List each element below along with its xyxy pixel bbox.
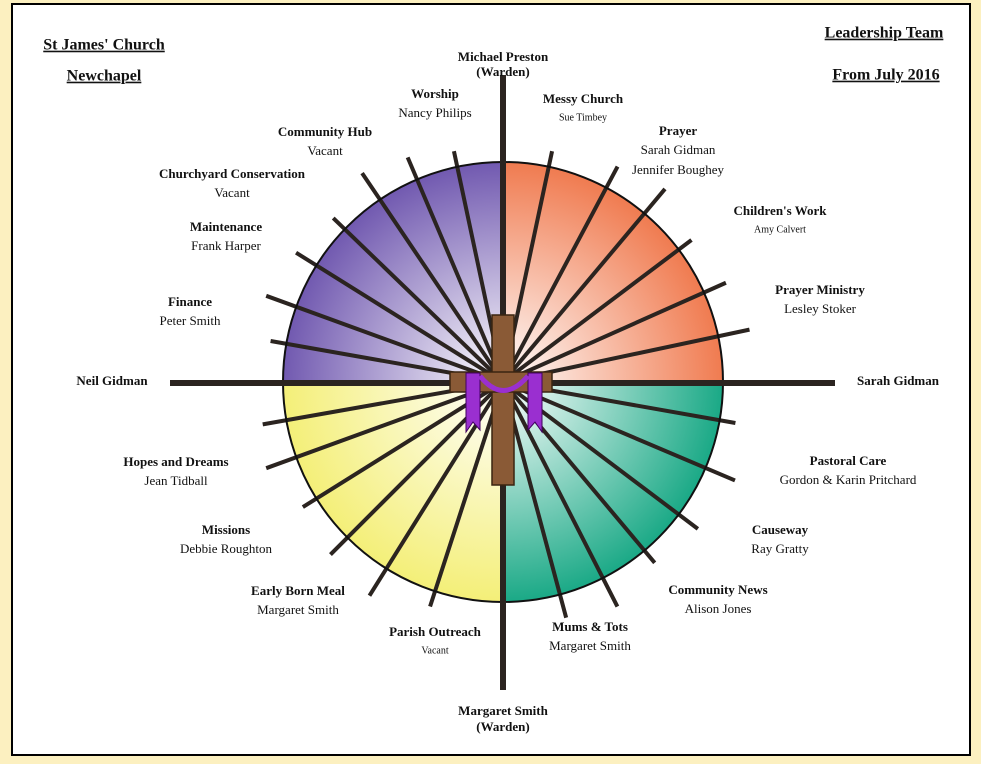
node-name: Peter Smith xyxy=(159,313,221,328)
node-title: Churchyard Conservation xyxy=(159,166,306,181)
axis-label: (Warden) xyxy=(476,64,529,79)
node-name: Amy Calvert xyxy=(754,224,806,235)
node-name: Lesley Stoker xyxy=(784,301,857,316)
node-title: Community Hub xyxy=(278,124,372,139)
axis-label: Sarah Gidman xyxy=(857,373,940,388)
node-name: Frank Harper xyxy=(191,238,261,253)
node-name: Vacant xyxy=(421,645,448,656)
node-title: Mums & Tots xyxy=(552,619,628,634)
node-name: Sarah Gidman xyxy=(641,142,716,157)
axis-label: Neil Gidman xyxy=(76,373,148,388)
node-name: Debbie Roughton xyxy=(180,541,273,556)
node-name: Vacant xyxy=(214,185,250,200)
node-name: Sue Timbey xyxy=(559,112,607,123)
node-title: Prayer xyxy=(659,123,697,138)
node-title: Causeway xyxy=(752,522,809,537)
cross-post xyxy=(492,315,514,485)
node-name: Margaret Smith xyxy=(257,602,339,617)
node-name: Gordon & Karin Pritchard xyxy=(780,472,917,487)
diagram: St James' Church Newchapel Leadership Te… xyxy=(0,0,981,764)
node-title: Prayer Ministry xyxy=(775,282,865,297)
node-name: Nancy Philips xyxy=(398,105,471,120)
axis-label: (Warden) xyxy=(476,719,529,734)
node-name: Jennifer Boughey xyxy=(632,162,725,177)
node-title: Missions xyxy=(202,522,250,537)
node-name: Alison Jones xyxy=(685,601,752,616)
header-text: From July 2016 xyxy=(832,67,939,84)
node-title: Community News xyxy=(668,582,767,597)
node-name: Jean Tidball xyxy=(144,473,208,488)
node-title: Children's Work xyxy=(733,203,827,218)
node-name: Margaret Smith xyxy=(549,638,631,653)
node-name: Ray Gratty xyxy=(751,541,809,556)
node-name: Vacant xyxy=(307,143,343,158)
node-title: Hopes and Dreams xyxy=(123,454,228,469)
node-title: Early Born Meal xyxy=(251,583,345,598)
header-text: Newchapel xyxy=(67,68,142,85)
header-text: St James' Church xyxy=(43,37,165,54)
node-title: Parish Outreach xyxy=(389,624,482,639)
header-text: Leadership Team xyxy=(825,25,944,42)
axis-label: Michael Preston xyxy=(458,49,549,64)
node-title: Pastoral Care xyxy=(810,453,887,468)
node-title: Finance xyxy=(168,294,212,309)
node-title: Worship xyxy=(411,86,459,101)
node-title: Messy Church xyxy=(543,91,624,106)
page: St James' Church Newchapel Leadership Te… xyxy=(0,0,981,764)
node-title: Maintenance xyxy=(190,219,262,234)
axis-label: Margaret Smith xyxy=(458,703,548,718)
